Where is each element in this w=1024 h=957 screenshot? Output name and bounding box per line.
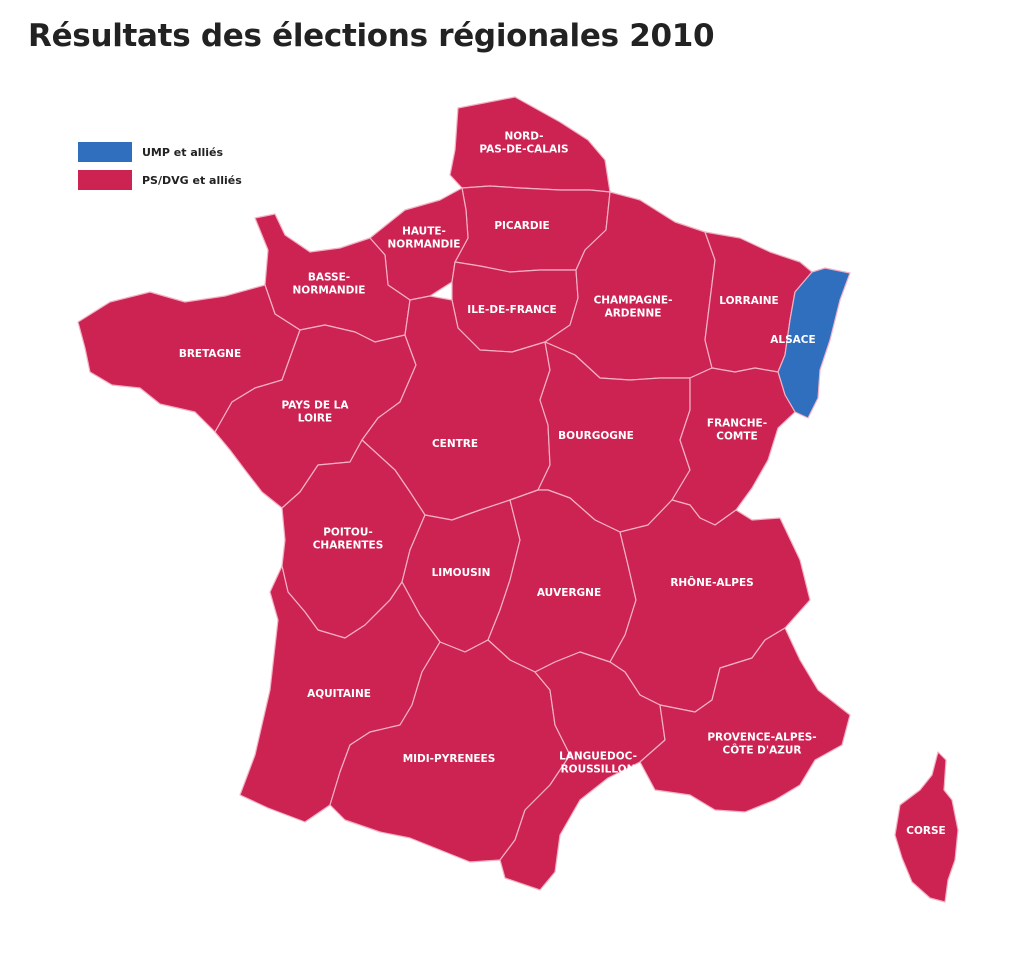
legend-swatch-ps [78, 170, 132, 190]
region-label-poitou-charentes: POITOU-CHARENTES [313, 527, 384, 552]
region-label-rhone-alpes: RHÔNE-ALPES [670, 576, 753, 589]
legend-swatch-ump [78, 142, 132, 162]
region-label-auvergne: AUVERGNE [537, 587, 601, 599]
region-label-corse: CORSE [906, 825, 945, 837]
region-label-haute-normandie-line-1: HAUTE- [402, 226, 446, 238]
region-label-franche-comte: FRANCHE-COMTE [707, 418, 767, 443]
region-label-nord-pas-de-calais-line-2: PAS-DE-CALAIS [479, 144, 568, 156]
region-label-poitou-charentes-line-2: CHARENTES [313, 540, 384, 552]
region-label-champagne-ardenne-line-2: ARDENNE [605, 308, 662, 320]
region-label-aquitaine-line-1: AQUITAINE [307, 688, 371, 700]
region-languedoc-roussillon[interactable] [499, 651, 666, 891]
region-label-bretagne: BRETAGNE [179, 348, 241, 360]
region-label-provence-alpes-cote-dazur: PROVENCE-ALPES-CÔTE D'AZUR [707, 732, 816, 757]
region-label-franche-comte-line-1: FRANCHE- [707, 418, 767, 430]
legend-label-ump: UMP et alliés [142, 145, 224, 159]
region-label-lorraine: LORRAINE [719, 295, 778, 307]
region-label-basse-normandie-line-1: BASSE- [308, 272, 350, 284]
region-label-poitou-charentes-line-1: POITOU- [323, 527, 373, 539]
region-label-auvergne-line-1: AUVERGNE [537, 587, 601, 599]
region-label-limousin-line-1: LIMOUSIN [432, 567, 491, 579]
legend-item-ump: UMP et alliés [78, 141, 242, 163]
region-label-centre-line-1: CENTRE [432, 438, 478, 450]
region-label-midi-pyrenees: MIDI-PYRENEES [403, 753, 496, 765]
legend-item-ps: PS/DVG et alliés [78, 169, 242, 191]
region-label-rhone-alpes-line-1: RHÔNE-ALPES [670, 576, 753, 589]
region-label-nord-pas-de-calais-line-1: NORD- [504, 131, 543, 143]
region-label-bourgogne-line-1: BOURGOGNE [558, 430, 634, 442]
region-label-provence-alpes-cote-dazur-line-1: PROVENCE-ALPES- [707, 732, 816, 744]
region-label-lorraine-line-1: LORRAINE [719, 295, 778, 307]
region-label-bretagne-line-1: BRETAGNE [179, 348, 241, 360]
region-label-languedoc-roussillon-line-1: LANGUEDOC- [559, 751, 637, 763]
region-label-alsace: ALSACE [770, 334, 815, 346]
region-label-basse-normandie-line-2: NORMANDIE [293, 285, 366, 297]
region-label-languedoc-roussillon: LANGUEDOC-ROUSSILLON [559, 751, 637, 776]
region-franche-comte[interactable] [671, 367, 796, 526]
region-label-picardie-line-1: PICARDIE [494, 220, 549, 232]
region-label-limousin: LIMOUSIN [432, 567, 491, 579]
region-label-basse-normandie: BASSE-NORMANDIE [293, 272, 366, 297]
region-alsace[interactable] [777, 267, 851, 419]
region-label-ile-de-france-line-1: ILE-DE-FRANCE [467, 304, 556, 316]
region-label-midi-pyrenees-line-1: MIDI-PYRENEES [403, 753, 496, 765]
region-label-ile-de-france: ILE-DE-FRANCE [467, 304, 556, 316]
region-label-bourgogne: BOURGOGNE [558, 430, 634, 442]
region-label-pays-de-la-loire-line-2: LOIRE [298, 413, 332, 425]
region-label-corse-line-1: CORSE [906, 825, 945, 837]
legend: UMP et alliés PS/DVG et alliés [78, 141, 242, 197]
page-title: Résultats des élections régionales 2010 [28, 18, 715, 54]
legend-label-ps: PS/DVG et alliés [142, 173, 242, 187]
region-label-pays-de-la-loire-line-1: PAYS DE LA [281, 400, 349, 412]
region-label-haute-normandie: HAUTE-NORMANDIE [388, 226, 461, 251]
region-label-picardie: PICARDIE [494, 220, 549, 232]
region-label-nord-pas-de-calais: NORD-PAS-DE-CALAIS [479, 131, 568, 156]
region-label-centre: CENTRE [432, 438, 478, 450]
region-label-haute-normandie-line-2: NORMANDIE [388, 239, 461, 251]
region-label-alsace-line-1: ALSACE [770, 334, 815, 346]
region-label-champagne-ardenne: CHAMPAGNE-ARDENNE [594, 295, 673, 320]
region-label-aquitaine: AQUITAINE [307, 688, 371, 700]
region-label-languedoc-roussillon-line-2: ROUSSILLON [561, 764, 636, 776]
region-provence-alpes-cote-dazur[interactable] [639, 627, 851, 813]
region-corse[interactable] [894, 751, 959, 903]
region-label-champagne-ardenne-line-1: CHAMPAGNE- [594, 295, 673, 307]
region-label-franche-comte-line-2: COMTE [716, 431, 757, 443]
region-label-provence-alpes-cote-dazur-line-2: CÔTE D'AZUR [723, 744, 802, 757]
